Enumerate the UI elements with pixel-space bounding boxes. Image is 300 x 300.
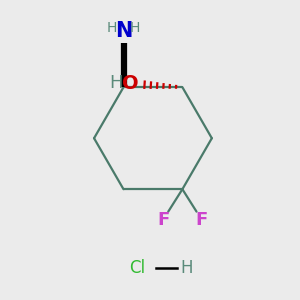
Text: F: F xyxy=(195,211,207,229)
Text: H: H xyxy=(106,21,117,35)
Text: H: H xyxy=(130,21,140,35)
Text: H: H xyxy=(181,259,194,277)
Text: Cl: Cl xyxy=(129,259,145,277)
Text: F: F xyxy=(158,211,170,229)
Text: H: H xyxy=(109,74,123,92)
Text: N: N xyxy=(115,21,132,41)
Text: O: O xyxy=(122,74,139,93)
